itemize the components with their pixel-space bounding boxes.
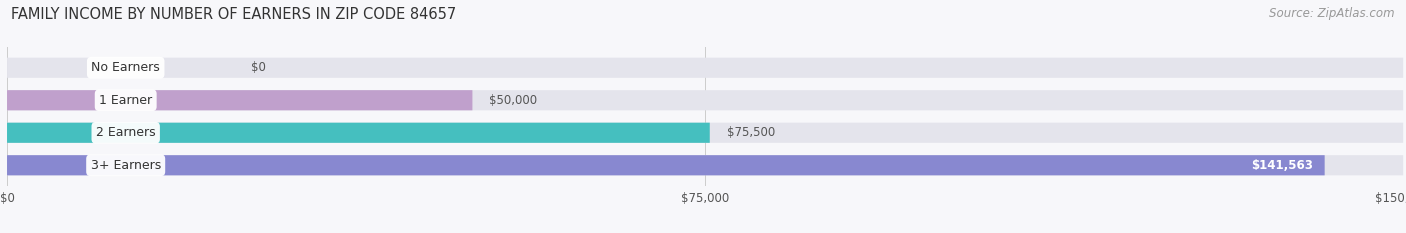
Text: 2 Earners: 2 Earners — [96, 126, 156, 139]
Text: Source: ZipAtlas.com: Source: ZipAtlas.com — [1270, 7, 1395, 20]
FancyBboxPatch shape — [7, 90, 472, 110]
FancyBboxPatch shape — [7, 155, 1403, 175]
Text: $75,500: $75,500 — [727, 126, 775, 139]
FancyBboxPatch shape — [7, 155, 1324, 175]
Text: FAMILY INCOME BY NUMBER OF EARNERS IN ZIP CODE 84657: FAMILY INCOME BY NUMBER OF EARNERS IN ZI… — [11, 7, 457, 22]
FancyBboxPatch shape — [7, 58, 1403, 78]
Text: $141,563: $141,563 — [1251, 159, 1313, 172]
Text: $0: $0 — [252, 61, 266, 74]
Text: 3+ Earners: 3+ Earners — [90, 159, 160, 172]
Text: $50,000: $50,000 — [489, 94, 537, 107]
Text: 1 Earner: 1 Earner — [100, 94, 152, 107]
FancyBboxPatch shape — [7, 123, 1403, 143]
Text: No Earners: No Earners — [91, 61, 160, 74]
FancyBboxPatch shape — [7, 123, 710, 143]
FancyBboxPatch shape — [7, 90, 1403, 110]
